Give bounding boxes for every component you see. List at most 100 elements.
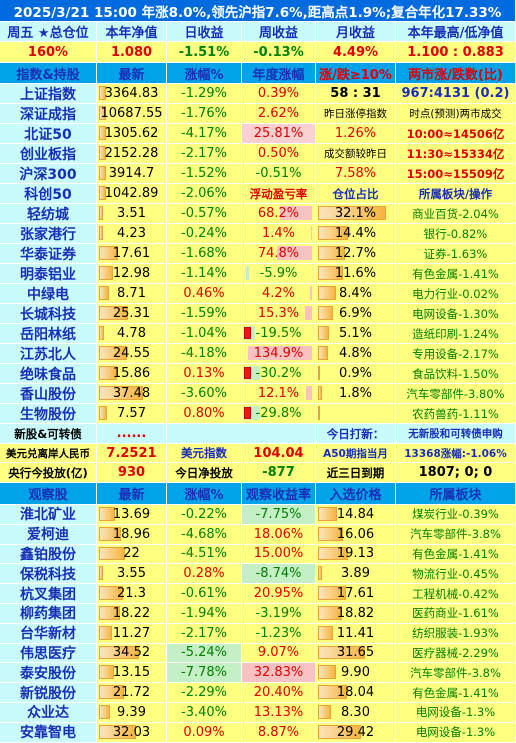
holding-sector: 商业百货-2.04% <box>396 204 516 224</box>
watch-pct: 0.28% <box>167 564 242 585</box>
index-info: 11:30≈15334亿 <box>396 144 516 164</box>
index-year: 2.62% <box>242 104 316 124</box>
watch-entry-price-value: 16.06 <box>336 526 375 542</box>
holding-row: 岳阳林纸 4.78 -1.04% -19.5% 5.1% 造纸印刷-1.24% <box>0 324 516 344</box>
holding-last-value: 4.23 <box>117 226 146 241</box>
index-year: -0.51% <box>242 164 316 184</box>
holding-last-value: 3.51 <box>117 206 146 221</box>
index-last-value: 3914.7 <box>108 166 155 181</box>
holding-last-value: 24.55 <box>112 346 151 361</box>
loss-marker <box>244 407 251 419</box>
holding-sector: 造纸印刷-1.24% <box>396 324 516 344</box>
holding-position-value: 12.7% <box>334 246 377 261</box>
holding-position <box>316 404 396 424</box>
holding-name: 生物股份 <box>0 404 97 424</box>
watch-price-bar <box>99 606 120 620</box>
watch-price-bar <box>99 665 114 680</box>
index-extra: 成交额较昨日 <box>316 144 396 164</box>
index-info: 10:00≈14506亿 <box>396 124 516 144</box>
loss-marker <box>244 327 251 339</box>
watch-last-value: 3.55 <box>117 566 146 582</box>
index-price-bar <box>99 106 106 120</box>
entry-price-bar <box>318 705 331 719</box>
holding-pct: -0.24% <box>167 224 242 244</box>
entry-price-bar <box>318 724 361 739</box>
watch-return: 20.95% <box>242 584 316 604</box>
holding-position: 5.1% <box>316 324 396 344</box>
holding-name: 明泰铝业 <box>0 264 97 284</box>
holding-row: 华泰证券 17.61 -1.68% 74.8% 12.7% 证券-1.63% <box>0 244 516 264</box>
watch-last: 11.27 <box>97 623 167 644</box>
holding-price-bar <box>99 406 107 420</box>
watch-last-value: 18.96 <box>112 526 151 542</box>
position-bar <box>318 226 348 240</box>
pnl-bar <box>305 306 312 320</box>
holding-pnl: 74.8% <box>242 244 316 264</box>
holding-price-bar <box>99 206 103 220</box>
summary-header-day: 日收益 <box>167 22 242 42</box>
today-subscribe-value: 无新股和可转债申购 <box>396 424 516 444</box>
index-extra: 58 : 31 <box>316 84 396 104</box>
watch-entry-price-value: 18.04 <box>336 685 375 701</box>
holding-name: 江苏北人 <box>0 344 97 364</box>
holding-last-value: 37.48 <box>112 386 151 401</box>
holding-sector: 证券-1.63% <box>396 244 516 264</box>
holding-pnl: 12.1% <box>242 384 316 404</box>
holding-position: 14.4% <box>316 224 396 244</box>
watch-last: 18.22 <box>97 604 167 624</box>
watch-pct: -3.40% <box>167 703 242 723</box>
pnl-bar <box>246 266 249 280</box>
watch-sector: 汽车零部件-3.8% <box>396 663 516 684</box>
position-bar <box>318 406 320 420</box>
holding-pct: 0.13% <box>167 364 242 384</box>
index-pct: -1.29% <box>167 84 242 104</box>
pnl-bar <box>277 246 312 260</box>
watch-header-sector: 所属板块 <box>396 483 516 505</box>
holding-sector: 有色金属-1.41% <box>396 264 516 284</box>
holding-position-value: 11.6% <box>334 266 377 281</box>
holding-pct: -1.14% <box>167 264 242 284</box>
index-header-row: 指数&持股 最新 涨幅% 年度涨幅 涨/跌≥10% 两市涨/跌数(比) <box>0 63 516 84</box>
entry-price-bar <box>318 586 346 600</box>
holding-last: 4.78 <box>97 324 167 344</box>
dxy-label: 美元指数 <box>167 444 242 463</box>
holding-row: 长城科技 25.31 -1.59% 15.3% 6.9% 电网设备-1.30% <box>0 304 516 324</box>
watch-entry-price-value: 3.89 <box>341 566 370 582</box>
watch-entry-price: 29.42 <box>316 722 396 743</box>
holding-pnl-value: 68.2% <box>257 206 300 221</box>
new-issue-value: ...... <box>97 424 167 444</box>
watch-header-price: 入选价格 <box>316 483 396 505</box>
new-issue-row: 新股&可转债 ...... 今日打新： 无新股和可转债申购 <box>0 424 516 444</box>
watch-row: 台华新材 11.27 -2.17% -1.23% 11.41 纺织服装-1.93% <box>0 623 516 644</box>
watch-pct: 0.09% <box>167 722 242 743</box>
index-year: 25.81% <box>242 124 316 144</box>
index-row: 科创50 1042.89 -2.06% 浮动盈亏率 仓位占比 所属板块/操作 <box>0 184 516 204</box>
holding-last-value: 25.31 <box>112 306 151 321</box>
holding-position-value: 1.8% <box>338 386 373 401</box>
holding-position: 4.8% <box>316 344 396 364</box>
watch-entry-price-value: 17.61 <box>336 586 375 602</box>
holding-pnl-value: 1.4% <box>261 226 296 241</box>
holding-last: 3.51 <box>97 204 167 224</box>
watch-pct: -0.22% <box>167 505 242 525</box>
watch-last-value: 21.72 <box>112 685 151 701</box>
month-return-value: 4.49% <box>316 42 396 63</box>
watch-last: 3.55 <box>97 564 167 585</box>
watch-last: 32.03 <box>97 722 167 743</box>
holding-row: 张家港行 4.23 -0.24% 1.4% 14.4% 银行-0.82% <box>0 224 516 244</box>
pnl-bar <box>280 206 312 220</box>
holding-last: 24.55 <box>97 344 167 364</box>
usd-cnh-value: 7.2521 <box>97 444 167 463</box>
holding-last: 7.57 <box>97 404 167 424</box>
holding-last: 25.31 <box>97 304 167 324</box>
holding-last: 15.86 <box>97 364 167 384</box>
holding-name: 中绿电 <box>0 284 97 304</box>
watch-sector: 医药商业-1.61% <box>396 604 516 624</box>
watch-price-bar <box>99 724 136 739</box>
watch-return: 13.13% <box>242 703 316 723</box>
watch-return: 20.40% <box>242 683 316 703</box>
entry-price-bar <box>318 665 336 680</box>
index-price-bar <box>99 186 106 200</box>
holding-row: 中绿电 8.71 0.46% 4.2% 8.4% 电力行业-0.02% <box>0 284 516 304</box>
index-header-limit: 涨/跌≥10% <box>316 63 396 84</box>
